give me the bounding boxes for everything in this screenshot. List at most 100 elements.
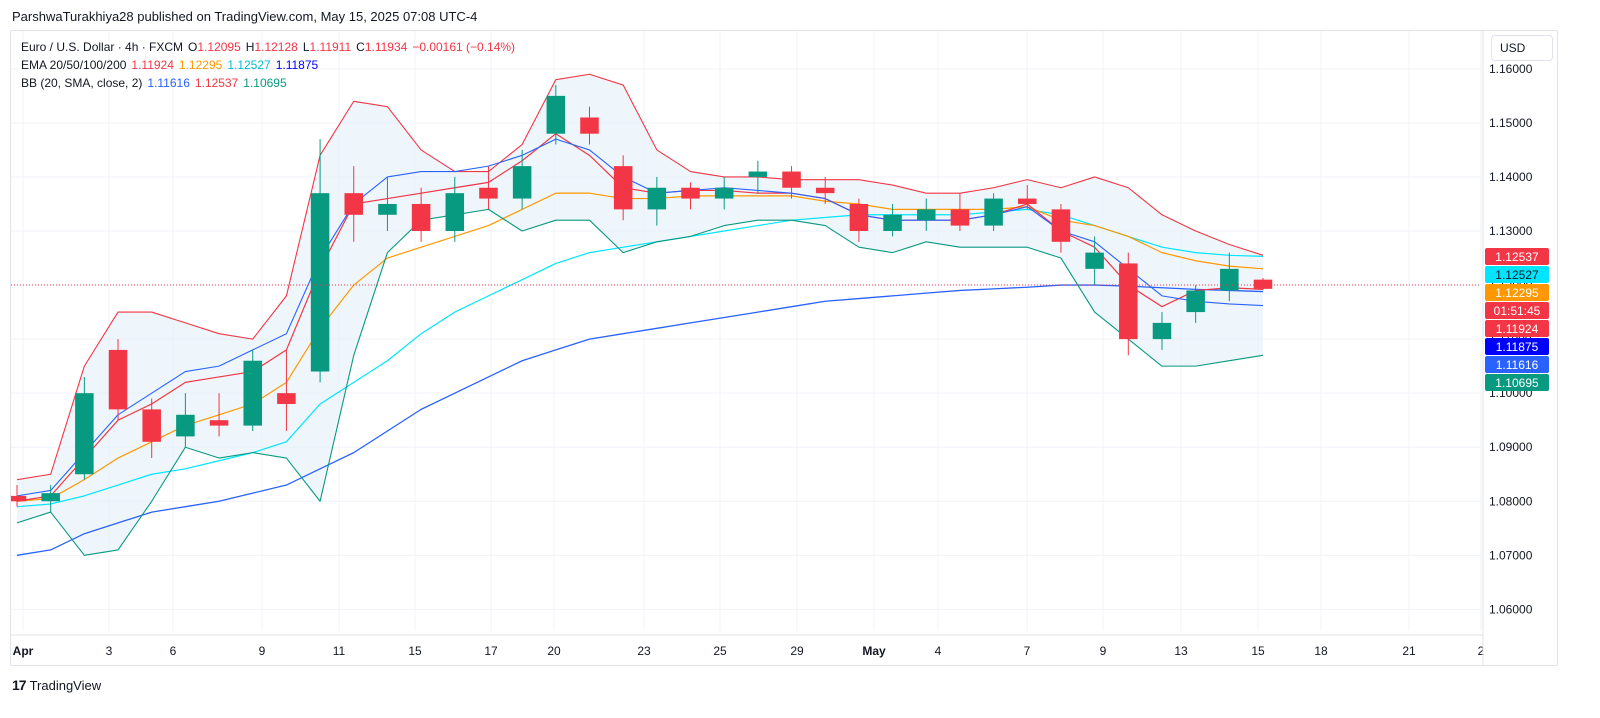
price-tag <box>1485 356 1549 374</box>
x-tick-label: 4 <box>935 644 942 658</box>
y-tick-label: 1.06000 <box>1489 602 1533 616</box>
x-tick-label: 9 <box>259 644 266 658</box>
candle-body <box>108 349 128 410</box>
candle-body <box>681 187 700 199</box>
price-tag-label: 1.12527 <box>1495 268 1539 282</box>
x-tick-label: 2 <box>1478 644 1485 658</box>
candle-body <box>1119 263 1138 340</box>
tradingview-brand: TradingView <box>29 677 102 693</box>
price-tag <box>1485 338 1549 356</box>
ema100-value: 1.12527 <box>227 58 271 72</box>
x-tick-label: 7 <box>1024 644 1031 658</box>
price-tag <box>1485 248 1549 266</box>
low-label: L <box>302 40 310 54</box>
tradingview-footer[interactable]: 17 TradingView <box>12 677 101 693</box>
price-tag-label: 1.11616 <box>1496 358 1539 372</box>
ema-legend: EMA 20/50/100/200 1.11924 1.12295 1.12527 1.… <box>21 58 323 72</box>
x-tick-label: 21 <box>1402 644 1416 658</box>
high-value: 1.12128 <box>254 40 298 54</box>
candle-body <box>815 187 835 194</box>
candle-body <box>142 409 161 442</box>
x-tick-label: May <box>862 644 886 658</box>
publisher-header: ParshwaTurakhiya28 published on TradingV… <box>12 9 478 24</box>
x-tick-label: 9 <box>1100 644 1107 658</box>
candle-body <box>546 95 566 134</box>
candle-body <box>782 171 801 188</box>
bb-lower-line <box>16 208 1264 556</box>
candle-body <box>310 193 330 372</box>
symbol-title[interactable]: Euro / U.S. Dollar · 4h · FXCM <box>21 40 184 54</box>
bb-title[interactable]: BB (20, SMA, close, 2) <box>21 76 143 90</box>
bb-fill-area <box>17 74 1263 556</box>
ema-title[interactable]: EMA 20/50/100/200 <box>21 58 127 72</box>
y-tick-label: 1.09000 <box>1489 440 1533 454</box>
candle-body <box>984 198 1003 226</box>
price-tag <box>1485 284 1549 302</box>
y-tick-label: 1.13000 <box>1489 224 1533 238</box>
x-tick-label: 6 <box>170 644 177 658</box>
y-tick-label: 1.07000 <box>1489 548 1533 562</box>
candle-body <box>1253 279 1273 289</box>
open-label: O <box>188 40 198 54</box>
x-tick-label: 25 <box>713 644 727 658</box>
price-tag-label: 1.10695 <box>1495 376 1539 390</box>
candle-body <box>1186 290 1205 313</box>
y-tick-label: 1.15000 <box>1489 116 1533 130</box>
price-tag <box>1485 320 1549 338</box>
candle-body <box>1018 198 1037 204</box>
y-tick-label: 1.08000 <box>1489 494 1533 508</box>
tradingview-logo-icon: 17 <box>12 677 27 693</box>
bb-basis-value: 1.11616 <box>147 76 190 90</box>
candle-body <box>1085 252 1104 269</box>
currency-button[interactable]: USD <box>1491 35 1553 61</box>
x-tick-label: 11 <box>333 644 346 658</box>
candle-body <box>344 193 364 215</box>
candle-body <box>243 360 262 426</box>
candle-body <box>1051 209 1071 242</box>
price-tag-label: 01:51:45 <box>1494 304 1541 318</box>
candle-body <box>209 420 229 426</box>
price-tag <box>1485 266 1549 284</box>
candle-body <box>41 493 60 502</box>
price-tag-label: 1.12537 <box>1495 250 1539 264</box>
candle-body <box>849 203 869 231</box>
candle-body <box>176 414 195 437</box>
candle-body <box>613 166 633 210</box>
bb-upper-value: 1.12537 <box>194 76 239 90</box>
open-value: 1.12095 <box>197 40 241 54</box>
chart-container[interactable]: 1.160001.150001.140001.130001.120001.110… <box>10 30 1558 666</box>
price-tag <box>1485 302 1549 320</box>
symbol-legend: Euro / U.S. Dollar · 4h · FXCM O1.12095 H1… <box>21 40 520 54</box>
price-tag-label: 1.11924 <box>1496 322 1539 336</box>
candle-body <box>883 214 902 231</box>
candle-body <box>411 203 431 231</box>
candle-body <box>916 209 936 221</box>
x-tick-label: 15 <box>1251 644 1265 658</box>
x-tick-label: 20 <box>547 644 561 658</box>
y-tick-label: 1.16000 <box>1489 62 1533 76</box>
candle-body <box>512 166 532 199</box>
x-tick-label: 18 <box>1314 644 1328 658</box>
low-value: 1.11911 <box>309 40 352 54</box>
candle-body <box>11 495 27 502</box>
price-tag-label: 1.11875 <box>1496 340 1539 354</box>
x-tick-label: 17 <box>484 644 498 658</box>
candle-body <box>950 209 970 226</box>
candle-body <box>378 203 397 215</box>
candle-body <box>75 393 94 475</box>
candle-body <box>748 171 768 177</box>
candle-body <box>277 393 296 404</box>
high-label: H <box>245 40 255 54</box>
candle-body <box>445 193 465 231</box>
x-tick-label: 23 <box>637 644 651 658</box>
close-value: 1.11934 <box>364 40 408 54</box>
bb-legend: BB (20, SMA, close, 2) 1.11616 1.12537 1.10… <box>21 76 292 90</box>
candle-body <box>647 187 667 210</box>
price-chart[interactable]: 1.160001.150001.140001.130001.120001.110… <box>11 31 1557 665</box>
candle-body <box>1220 268 1239 291</box>
y-tick-label: 1.14000 <box>1489 170 1533 184</box>
ema20-value: 1.11924 <box>131 58 174 72</box>
candle-body <box>479 187 498 199</box>
bb-upper-line <box>16 73 1264 481</box>
x-tick-label: Apr <box>13 644 34 658</box>
